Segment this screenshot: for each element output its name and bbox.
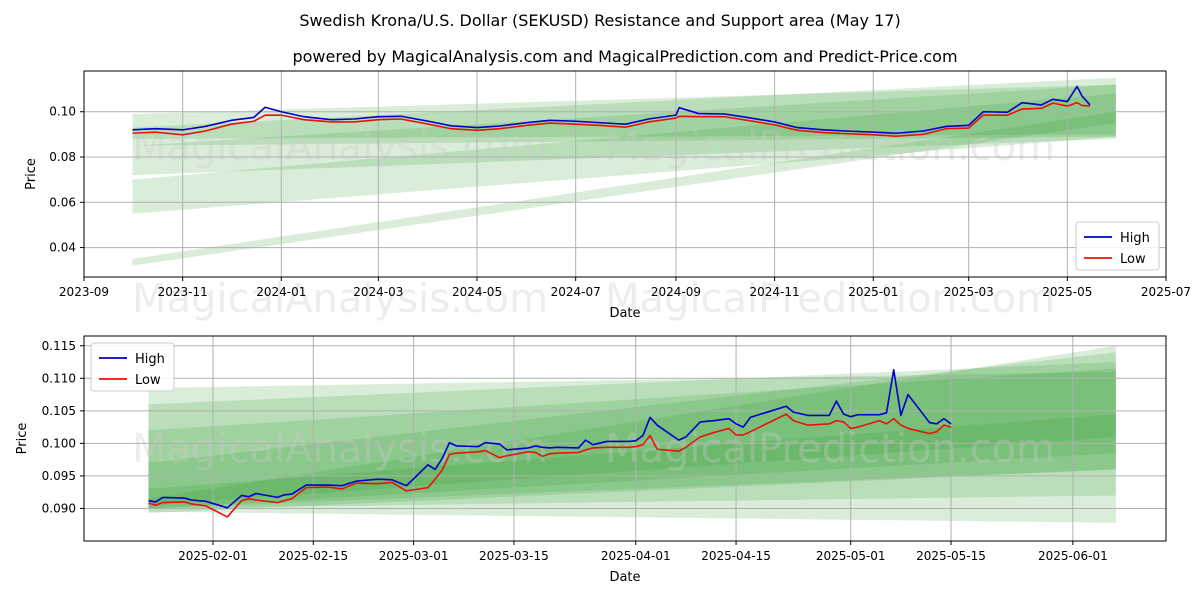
x-tick-label: 2025-02-01 <box>178 549 248 563</box>
y-tick-label: 0.115 <box>42 339 76 353</box>
x-axis-label: Date <box>609 306 640 321</box>
x-tick-label: 2025-04-01 <box>601 549 671 563</box>
y-tick-label: 0.06 <box>49 195 76 209</box>
x-tick-label: 2025-06-01 <box>1038 549 1108 563</box>
y-tick-label: 0.105 <box>42 404 76 418</box>
axes-frame <box>83 70 1167 278</box>
watermark-text: MagicalAnalysis.com <box>132 124 548 170</box>
series-line-high <box>132 85 1091 135</box>
y-tick-label: 0.090 <box>42 501 76 515</box>
y-tick-label: 0.110 <box>42 371 76 385</box>
support-resistance-band <box>148 414 1116 514</box>
x-tick-label: 2025-03 <box>944 285 994 299</box>
x-tick-label: 2025-05 <box>1042 285 1092 299</box>
legend-label-low: Low <box>135 373 161 388</box>
x-axis-label: Date <box>609 570 640 585</box>
x-tick-label: 2024-05 <box>452 285 502 299</box>
legend: High Low <box>90 342 175 392</box>
legend-box <box>90 342 175 392</box>
x-tick-label: 2025-05-15 <box>916 549 986 563</box>
series-line-low <box>132 101 1091 137</box>
y-tick-label: 0.10 <box>49 105 76 119</box>
top-chart-panel: MagicalAnalysis.com MagicalPrediction.com… <box>24 70 1191 322</box>
x-tick-label: 2024-03 <box>353 285 403 299</box>
plot-area <box>84 336 1166 541</box>
bottom-chart-panel: MagicalAnalysis.com MagicalPrediction.com… <box>15 335 1167 585</box>
x-tick-label: 2024-09 <box>651 285 701 299</box>
x-tick-label: 2025-05-01 <box>816 549 886 563</box>
y-axis-label: Price <box>15 423 30 455</box>
x-tick-label: 2023-09 <box>59 285 109 299</box>
x-tick-label: 2025-03-01 <box>379 549 449 563</box>
x-tick-label: 2025-01 <box>848 285 898 299</box>
y-tick-label: 0.095 <box>42 469 76 483</box>
legend: High Low <box>1075 221 1160 271</box>
watermark-text: MagicalPrediction.com <box>605 276 1055 322</box>
chart-title: Swedish Krona/U.S. Dollar (SEKUSD) Resis… <box>299 11 900 30</box>
series-line-high <box>148 369 952 509</box>
support-resistance-band <box>148 345 1116 523</box>
x-tick-label: 2025-04-15 <box>701 549 771 563</box>
legend-box <box>1075 221 1160 271</box>
x-tick-label: 2025-07 <box>1141 285 1191 299</box>
y-tick-label: 0.100 <box>42 436 76 450</box>
legend-label-low: Low <box>1120 252 1146 267</box>
y-axis-label: Price <box>24 158 39 190</box>
legend-label-high: High <box>1120 231 1150 246</box>
series-line-low <box>148 413 952 518</box>
support-resistance-band <box>148 371 1116 506</box>
x-tick-label: 2024-11 <box>750 285 800 299</box>
support-resistance-band <box>148 352 1116 509</box>
x-tick-label: 2023-11 <box>158 285 208 299</box>
watermark-text: MagicalAnalysis.com <box>132 276 548 322</box>
watermark-text: MagicalPrediction.com <box>605 426 1055 472</box>
x-tick-label: 2025-02-15 <box>278 549 348 563</box>
x-tick-label: 2025-03-15 <box>479 549 549 563</box>
watermark-group: MagicalAnalysis.com MagicalPrediction.com <box>132 426 1055 472</box>
support-resistance-band <box>148 362 1116 509</box>
chart-subtitle: powered by MagicalAnalysis.com and Magic… <box>292 47 957 66</box>
watermark-text: MagicalAnalysis.com <box>132 426 548 472</box>
y-tick-label: 0.08 <box>49 150 76 164</box>
plot-area <box>84 71 1166 277</box>
legend-label-high: High <box>135 352 165 367</box>
x-tick-label: 2024-07 <box>551 285 601 299</box>
support-resistance-band <box>148 368 1116 509</box>
watermark-text: MagicalPrediction.com <box>605 124 1055 170</box>
watermark-group: MagicalAnalysis.com MagicalPrediction.com… <box>132 124 1055 322</box>
y-tick-label: 0.04 <box>49 241 76 255</box>
axes-frame <box>83 335 1167 542</box>
x-tick-label: 2024-01 <box>256 285 306 299</box>
